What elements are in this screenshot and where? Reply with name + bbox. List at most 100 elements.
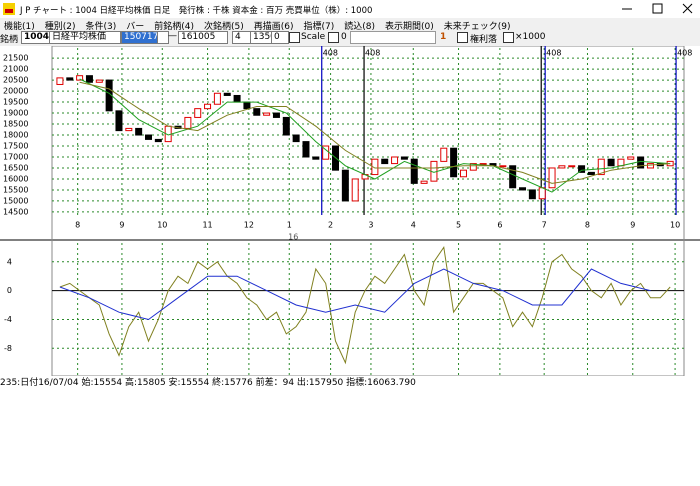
- scrollbar[interactable]: [350, 31, 436, 44]
- candle: [646, 163, 654, 169]
- field-3[interactable]: 0: [271, 31, 289, 44]
- candle: [263, 112, 271, 116]
- candle: [213, 92, 221, 105]
- x-tick-label: 4: [411, 221, 416, 230]
- series-line: [59, 245, 671, 365]
- rights-label: 権利落: [470, 35, 498, 45]
- candle: [391, 156, 399, 165]
- menu-item[interactable]: 再描画(6): [253, 22, 294, 32]
- candle: [607, 158, 615, 167]
- y-tick-label: 21500: [3, 54, 28, 63]
- x-tick-label: 11: [202, 221, 212, 230]
- y-tick-label: 20500: [3, 76, 28, 85]
- y-tick-label: 15500: [3, 185, 28, 194]
- name-input[interactable]: 日経平均株価: [49, 31, 121, 44]
- candle: [381, 158, 389, 165]
- date-button[interactable]: [157, 31, 169, 44]
- candle: [499, 165, 507, 168]
- candle: [509, 165, 517, 189]
- candle: [597, 158, 605, 176]
- candle: [292, 134, 300, 143]
- y-tick-label: 19500: [3, 98, 28, 107]
- multiplier-checkbox[interactable]: [503, 32, 514, 43]
- x-tick-label: 10: [157, 221, 167, 230]
- candle: [371, 158, 379, 176]
- candle: [233, 94, 241, 103]
- marker-label: 408: [365, 49, 380, 58]
- menu-item[interactable]: 指標(7): [303, 22, 335, 32]
- candle: [154, 138, 162, 143]
- candle: [617, 158, 625, 167]
- y-tick-label: 15000: [3, 196, 28, 205]
- menu-item[interactable]: 前銘柄(4): [154, 22, 195, 32]
- multiplier-label: ×1000: [515, 32, 546, 42]
- y-tick-label: -4: [4, 315, 12, 324]
- candle: [538, 187, 546, 200]
- y-tick-label: 4: [7, 257, 12, 266]
- x-tick-label: 1: [287, 221, 292, 230]
- candle: [400, 156, 408, 160]
- menu-item[interactable]: 表示期間(0): [385, 22, 434, 32]
- year-label: 16: [288, 233, 298, 242]
- candle: [282, 116, 290, 136]
- marker-label: 408: [677, 49, 692, 58]
- window-controls[interactable]: [610, 0, 700, 18]
- zero-checkbox[interactable]: [328, 32, 339, 43]
- y-tick-label: 14500: [3, 207, 28, 216]
- x-tick-label: 9: [630, 221, 635, 230]
- chart-area: 21500 21000 20500 20000 19500 19000 18500 18000…: [0, 46, 700, 376]
- menu-bar: 機能(1) 種別(2) 条件(3) バー 前銘柄(4) 次銘柄(5) 再描画(6) 指標(7)…: [0, 18, 700, 32]
- marker-label: 408: [323, 49, 338, 58]
- candle: [272, 112, 280, 118]
- y-tick-label: 16500: [3, 163, 28, 172]
- plot-frame: [51, 46, 685, 376]
- x-tick-label: 12: [244, 221, 254, 230]
- candle: [302, 141, 310, 158]
- candle: [66, 77, 74, 81]
- candle: [440, 147, 448, 162]
- rights-checkbox[interactable]: [457, 32, 468, 43]
- menu-item[interactable]: 機能(1): [4, 22, 35, 32]
- y-tick-label: 20000: [3, 87, 28, 96]
- series-line: [79, 78, 671, 193]
- y-tick-label: 17000: [3, 152, 28, 161]
- y-tick-label: 18000: [3, 131, 28, 140]
- candle: [450, 147, 458, 178]
- x-tick-label: 3: [368, 221, 373, 230]
- zero-label: 0: [341, 32, 347, 42]
- window-title: J P チャート : 1004 日経平均株価 日足 発行株 : 千株 資本金 :…: [20, 6, 373, 16]
- candle: [627, 156, 635, 160]
- app-icon: [3, 3, 15, 15]
- menu-item[interactable]: 種別(2): [44, 22, 76, 32]
- candle: [410, 158, 418, 184]
- menu-item[interactable]: バー: [126, 22, 145, 32]
- scale-checkbox[interactable]: [289, 32, 300, 43]
- field-1[interactable]: 4: [232, 31, 252, 44]
- y-tick-label: -8: [4, 344, 12, 353]
- y-tick-label: 21000: [3, 65, 28, 74]
- candle: [253, 108, 261, 116]
- menu-item[interactable]: 条件(3): [85, 22, 117, 32]
- x-tick-label: 7: [542, 221, 547, 230]
- series-line: [59, 268, 651, 321]
- marker-label: 408: [546, 49, 561, 58]
- y-tick-label: 0: [7, 286, 12, 295]
- end-date[interactable]: 161005: [178, 31, 228, 44]
- menu-item[interactable]: 次銘柄(5): [204, 22, 244, 32]
- y-tick-label: 19000: [3, 109, 28, 118]
- menu-item[interactable]: 未来チェック(9): [443, 22, 511, 32]
- candle: [420, 180, 428, 184]
- x-tick-label: 6: [497, 221, 502, 230]
- candle: [558, 165, 566, 169]
- menu-item[interactable]: 読込(8): [344, 22, 376, 32]
- candle: [115, 110, 123, 132]
- candle: [76, 75, 84, 81]
- candle: [194, 108, 202, 118]
- x-tick-label: 8: [585, 221, 590, 230]
- candle: [223, 92, 231, 96]
- candle: [85, 75, 93, 83]
- start-date[interactable]: 150717: [121, 31, 159, 44]
- series-line: [79, 81, 671, 184]
- code-input[interactable]: 1004: [21, 31, 51, 44]
